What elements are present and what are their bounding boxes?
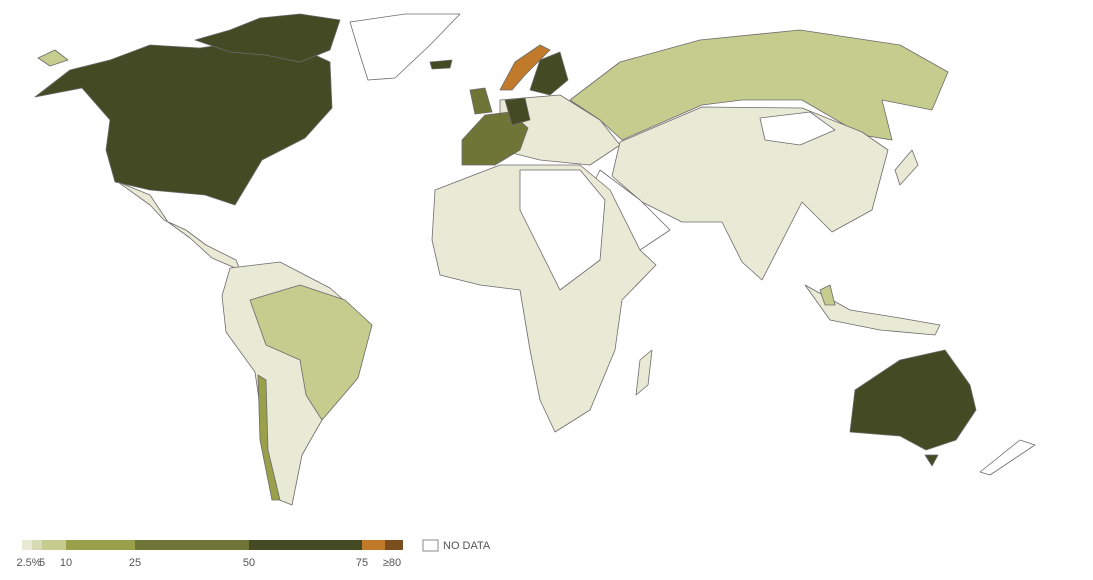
germany	[504, 97, 531, 126]
chile	[257, 374, 281, 501]
north-america	[34, 41, 333, 206]
legend-swatch	[385, 540, 403, 550]
greenland	[349, 13, 461, 81]
legend-break-label: 2.5%	[16, 557, 41, 569]
japan	[894, 149, 919, 186]
legend-break-label: 10	[60, 557, 72, 569]
legend-break-label: 5	[39, 557, 45, 569]
legend: NO DATA 2.5%5 10 25 50 75 ≥80	[16, 539, 491, 569]
malaysia	[819, 284, 836, 306]
legend-break-label: 50	[243, 557, 255, 569]
alaska-tip	[37, 49, 69, 67]
uk	[469, 87, 493, 115]
iceland	[429, 59, 453, 70]
legend-swatch	[362, 540, 385, 550]
legend-swatch	[135, 540, 249, 550]
legend-break-label: 75	[356, 557, 368, 569]
madagascar	[635, 349, 653, 396]
asia	[611, 106, 889, 281]
legend-swatch	[32, 540, 42, 550]
legend-swatch	[249, 540, 362, 550]
russia	[569, 29, 949, 141]
brazil	[249, 284, 373, 421]
legend-break-label: 25	[129, 557, 141, 569]
australia	[849, 349, 977, 451]
legend-swatch	[42, 540, 66, 550]
indonesia	[804, 284, 941, 336]
no-data-label: NO DATA	[443, 540, 491, 552]
tasmania	[924, 454, 939, 467]
africa-no-data	[519, 169, 606, 291]
western-europe	[461, 111, 529, 166]
arctic-islands	[194, 13, 341, 63]
new-zealand	[979, 439, 1036, 476]
norway	[499, 44, 551, 91]
legend-swatch	[66, 540, 135, 550]
finland-sweden	[529, 51, 569, 96]
mongolia	[759, 111, 836, 146]
central-america	[117, 181, 241, 271]
map-shapes	[34, 13, 1036, 506]
no-data-swatch	[422, 539, 439, 552]
legend-break-label: ≥80	[383, 557, 401, 569]
legend-swatch	[22, 540, 32, 550]
